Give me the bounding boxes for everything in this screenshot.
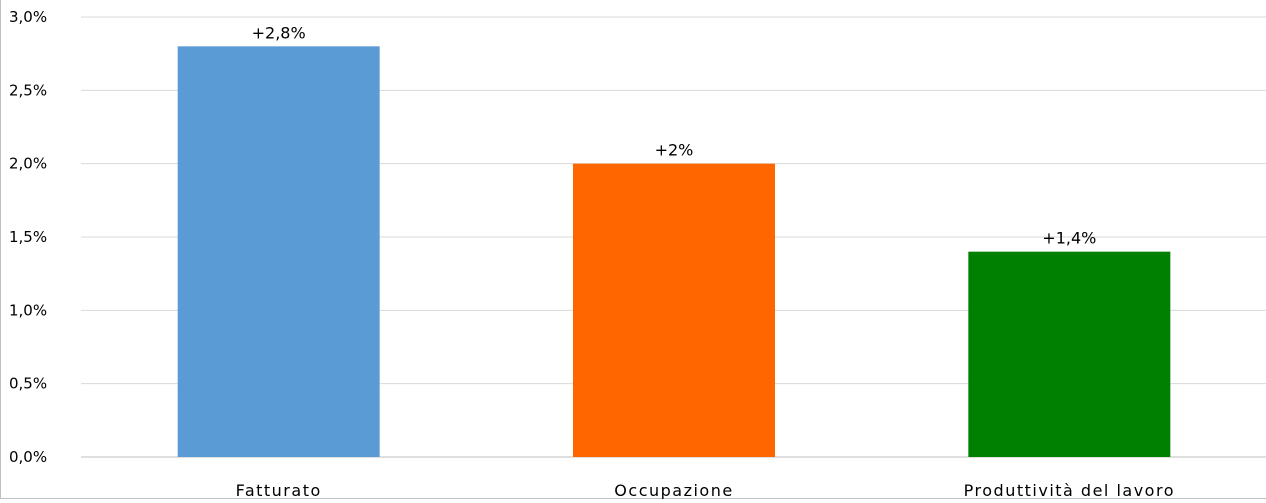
data-label: +1,4% [1042,229,1096,248]
bar-occupazione [573,163,775,457]
data-labels: +2,8% +2% +1,4% [252,23,1097,247]
y-tick-label: 2,0% [9,155,47,173]
y-tick-label: 1,5% [9,228,47,246]
y-axis-tick-labels: 0,0% 0,5% 1,0% 1,5% 2,0% 2,5% 3,0% [9,8,47,466]
y-tick-label: 0,5% [9,375,47,393]
y-tick-label: 0,0% [9,448,47,466]
bar-produttivit-del-lavoro [968,251,1171,457]
x-tick-label: Produttività del lavoro [964,481,1175,499]
bars [177,46,1171,457]
x-axis-tick-labels: Fatturato Occupazione Produttività del lav… [236,481,1175,500]
y-tick-label: 3,0% [9,8,47,26]
y-tick-label: 1,0% [9,301,47,319]
data-label: +2% [655,141,694,160]
data-label: +2,8% [252,23,306,42]
x-tick-label: Fatturato [236,481,322,499]
bar-fatturato [177,46,380,457]
x-tick-label: Occupazione [614,481,733,499]
y-tick-label: 2,5% [9,81,47,99]
